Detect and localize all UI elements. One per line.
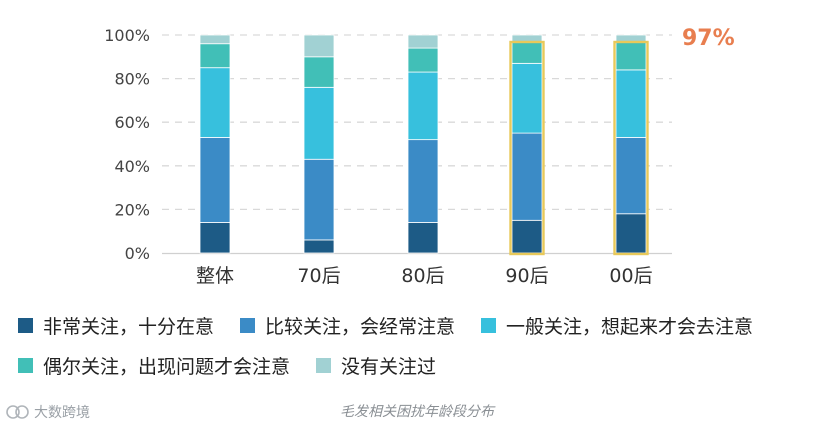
legend-item-1: 非常关注，十分在意 xyxy=(18,312,214,339)
brand-logo-icon xyxy=(6,405,29,419)
bar-segment-1-5 xyxy=(199,34,231,45)
legend-swatch-5 xyxy=(316,357,332,373)
legend-item-4: 偶尔关注，出现问题才会注意 xyxy=(18,352,290,379)
bar-segment-4-1 xyxy=(511,219,543,254)
x-tick-label-4: 90后 xyxy=(505,265,548,287)
legend-label-1: 非常关注，十分在意 xyxy=(43,315,215,338)
legend-item-2: 比较关注，会经常注意 xyxy=(240,312,455,339)
x-tick-label-1: 整体 xyxy=(196,265,234,287)
bar-segment-4-2 xyxy=(511,132,543,221)
bar-segment-3-3 xyxy=(407,71,439,141)
x-tick-label-2: 70后 xyxy=(297,265,340,287)
y-tick-label-5: 100% xyxy=(104,26,150,45)
highlight-box-5 xyxy=(613,40,649,256)
legend-swatch-3 xyxy=(481,317,497,333)
bar-segment-3-1 xyxy=(407,222,439,254)
y-tick-label-0: 0% xyxy=(125,244,150,263)
y-tick-label-1: 20% xyxy=(114,200,150,219)
chart-caption: 毛发相关困扰年龄段分布 xyxy=(340,404,494,420)
legend-swatch-2 xyxy=(240,317,256,333)
legend-label-2: 比较关注，会经常注意 xyxy=(265,315,456,338)
watermark-text: 大数跨境 xyxy=(34,405,90,421)
bar-segment-2-5 xyxy=(303,34,335,58)
bar-segment-5-4 xyxy=(615,41,647,71)
legend-label-4: 偶尔关注，出现问题才会注意 xyxy=(43,355,291,378)
y-tick-label-4: 80% xyxy=(114,70,150,89)
bar-segment-1-4 xyxy=(199,43,231,69)
stacked-bar-chart: 0% 20% 40% 60% 80% 100% 整体 70后 80后 90后 00后 97% xyxy=(104,26,735,287)
bar-segment-2-2 xyxy=(303,158,335,241)
legend-row-2: 偶尔关注，出现问题才会注意 没有关注过 xyxy=(18,351,828,379)
legend-item-5: 没有关注过 xyxy=(316,352,436,379)
bar-segment-4-3 xyxy=(511,62,543,134)
bar-segment-5-5 xyxy=(615,34,647,42)
bar-segment-4-4 xyxy=(511,41,543,64)
bar-segment-2-4 xyxy=(303,56,335,88)
bar-segment-3-5 xyxy=(407,34,439,49)
bar-segment-5-2 xyxy=(615,137,647,215)
legend-label-3: 一般关注，想起来才会去注意 xyxy=(506,315,754,338)
legend-row-1: 非常关注，十分在意 比较关注，会经常注意 一般关注，想起来才会去注意 xyxy=(18,311,828,339)
bar-segment-1-1 xyxy=(199,222,231,254)
bar-segment-5-3 xyxy=(615,69,647,138)
y-tick-label-2: 40% xyxy=(114,157,150,176)
bar-segment-1-3 xyxy=(199,67,231,138)
bar-segment-3-4 xyxy=(407,47,439,73)
legend-swatch-4 xyxy=(18,357,33,373)
bar-segment-5-1 xyxy=(615,213,647,254)
highlight-box-4 xyxy=(509,40,545,256)
x-tick-label-5: 00后 xyxy=(609,265,652,287)
bar-segment-2-3 xyxy=(303,86,335,160)
x-tick-label-3: 80后 xyxy=(401,265,444,287)
y-tick-label-3: 60% xyxy=(114,113,150,132)
bar-segment-4-5 xyxy=(511,34,543,42)
bar-segment-2-1 xyxy=(303,239,335,254)
bar-segment-3-2 xyxy=(407,139,439,223)
legend-item-3: 一般关注，想起来才会去注意 xyxy=(481,312,753,339)
legend: 非常关注，十分在意 比较关注，会经常注意 一般关注，想起来才会去注意 偶尔关注，… xyxy=(18,311,828,379)
watermark: 大数跨境 xyxy=(6,402,90,422)
annotation-label: 97% xyxy=(682,26,735,51)
bar-segment-1-2 xyxy=(199,137,231,223)
legend-label-5: 没有关注过 xyxy=(341,355,437,378)
legend-swatch-1 xyxy=(18,317,33,333)
